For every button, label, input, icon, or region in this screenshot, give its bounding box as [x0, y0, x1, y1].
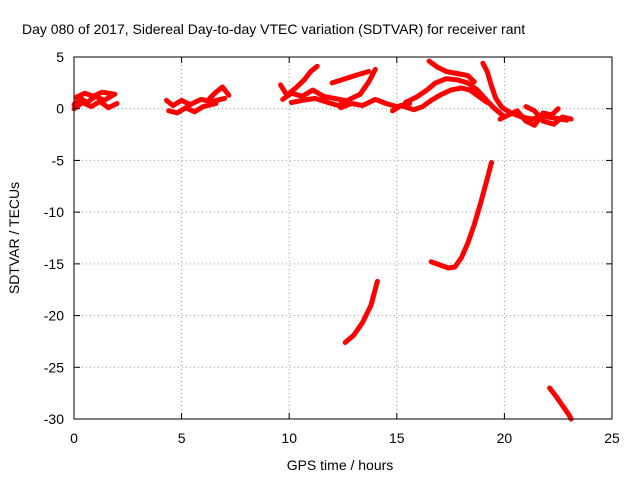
data-track: [166, 101, 219, 116]
data-track: [73, 89, 118, 100]
x-tick-label: 25: [604, 430, 620, 446]
data-track: [280, 87, 348, 103]
y-axis: 5 0 -5 -10 -15 -20 -25 -30: [44, 49, 612, 427]
y-tick-label: -5: [52, 152, 65, 168]
y-axis-label: SDTVAR / TECUs: [6, 182, 22, 294]
data-track: [426, 58, 477, 85]
data-track: [342, 278, 380, 345]
x-axis-label: GPS time / hours: [287, 457, 394, 473]
data-track: [278, 63, 320, 98]
data-track: [497, 106, 561, 128]
data-track: [71, 92, 116, 108]
data-track: [547, 385, 574, 422]
y-tick-label: -20: [44, 308, 64, 324]
chart-title: Day 080 of 2017, Sidereal Day-to-day VTE…: [22, 21, 525, 37]
y-tick-label: -10: [44, 204, 64, 220]
x-tick-label: 0: [70, 430, 78, 446]
x-tick-label: 5: [178, 430, 186, 446]
data-track: [390, 85, 490, 114]
data-track: [329, 69, 372, 86]
y-tick-label: -15: [44, 256, 64, 272]
y-tick-label: -25: [44, 359, 64, 375]
data-track: [71, 99, 120, 112]
data-track: [523, 104, 574, 127]
data-track: [207, 84, 232, 101]
y-tick-label: 5: [56, 49, 64, 65]
data-track: [164, 95, 228, 109]
x-tick-label: 15: [389, 430, 405, 446]
data-track: [428, 160, 494, 271]
data-track: [288, 66, 378, 109]
x-axis: 0 5 10 15 20 25: [70, 57, 620, 446]
data-track: [402, 76, 505, 118]
x-tick-label: 20: [497, 430, 513, 446]
y-tick-label: 0: [56, 101, 64, 117]
data-series: [71, 58, 574, 422]
x-tick-label: 10: [281, 430, 297, 446]
plot-frame: [73, 56, 613, 420]
y-tick-label: -30: [44, 411, 64, 427]
